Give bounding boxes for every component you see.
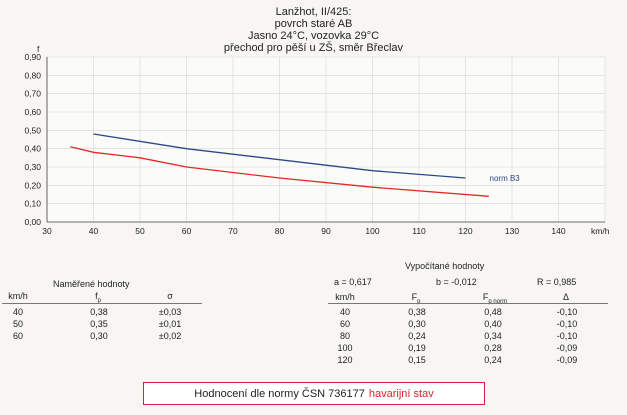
measured-divider: [2, 303, 202, 304]
y-tick-label: 0,70: [24, 89, 41, 99]
computed-row-fp: 0,30: [408, 319, 426, 329]
computed-row-speed: 120: [337, 355, 353, 365]
title-weather: Jasno 24°C, vozovka 29°C: [247, 30, 380, 42]
computed-row-delta: -0,09: [556, 355, 578, 365]
title-surface: povrch staré AB: [274, 18, 353, 30]
title-location: Lanžhot, II/425:: [275, 6, 352, 18]
y-tick-label: 0,80: [24, 70, 41, 80]
computed-row-fpnorm: 0,24: [484, 355, 502, 365]
measured-row-fp: 0,30: [90, 331, 108, 341]
computed-row-fp: 0,38: [408, 307, 426, 317]
computed-row-fp: 0,19: [408, 343, 426, 353]
series-line-2: [70, 146, 489, 197]
x-tick-label: 130: [505, 226, 519, 236]
measured-row-sigma: ±0,02: [158, 331, 182, 341]
measured-row-fp: 0,38: [90, 307, 108, 317]
x-tick-label: 80: [275, 226, 285, 236]
computed-title: Vypočítané hodnoty: [405, 261, 485, 271]
measured-row-fp: 0,35: [90, 319, 108, 329]
computed-row-fpnorm: 0,40: [484, 319, 502, 329]
computed-header-delta: Δ: [562, 292, 569, 302]
computed-header-fp: Fp: [411, 292, 421, 305]
y-tick-label: 0,50: [24, 125, 41, 135]
measured-row-speed: 60: [12, 331, 23, 341]
measured-row-speed: 40: [12, 307, 23, 317]
x-tick-label: 30: [42, 226, 52, 236]
measured-title: Naměřené hodnoty: [53, 279, 130, 289]
x-tick-label: 50: [135, 226, 145, 236]
y-tick-label: 0,10: [24, 199, 41, 209]
computed-row-speed: 40: [339, 307, 350, 317]
measured-row-speed: 50: [12, 319, 23, 329]
computed-row-delta: -0,09: [556, 343, 578, 353]
x-tick-label: 110: [412, 226, 426, 236]
series-line-1: [93, 133, 466, 179]
computed-row-delta: -0,10: [556, 319, 578, 329]
computed-row-fpnorm: 0,48: [484, 307, 502, 317]
x-axis-label: km/h: [591, 226, 610, 236]
rating-box: Hodnocení dle normy ČSN 736177 havarijní…: [143, 382, 485, 405]
computed-row-fpnorm: 0,28: [484, 343, 502, 353]
computed-row-delta: -0,10: [556, 331, 578, 341]
title-place: přechod pro pěší u ZŠ, směr Břeclav: [223, 42, 404, 54]
computed-row-delta: -0,10: [556, 307, 578, 317]
param-r: R = 0,985: [537, 277, 577, 287]
computed-header-speed: km/h: [335, 292, 355, 302]
measured-header-speed: km/h: [8, 291, 28, 301]
computed-row-speed: 100: [337, 343, 353, 353]
measured-row-sigma: ±0,01: [158, 319, 182, 329]
x-tick-label: 70: [228, 226, 238, 236]
y-tick-label: 0,40: [24, 144, 41, 154]
x-tick-label: 90: [321, 226, 331, 236]
param-a: a = 0,617: [334, 277, 372, 287]
computed-row-fp: 0,24: [408, 331, 426, 341]
series-label: norm B3: [490, 174, 521, 183]
y-tick-label: 0,30: [24, 162, 41, 172]
computed-row-speed: 80: [339, 331, 350, 341]
y-tick-label: 0,00: [24, 217, 41, 227]
x-tick-label: 60: [182, 226, 192, 236]
y-tick-label: 0,20: [24, 180, 41, 190]
friction-chart: 0,00 0,10 0,20 0,30 0,40 0,50 0,60 0,70 0,80 0,90…: [24, 44, 610, 236]
x-tick-label: 40: [89, 226, 99, 236]
computed-row-speed: 60: [339, 319, 350, 329]
measured-header-fp: fp: [95, 291, 101, 304]
x-tick-label: 100: [365, 226, 379, 236]
y-tick-label: 0,60: [24, 107, 41, 117]
computed-row-fpnorm: 0,34: [484, 331, 502, 341]
computed-divider: [328, 303, 608, 304]
x-tick-label: 120: [458, 226, 472, 236]
y-tick-label: 0,90: [24, 52, 41, 62]
measured-row-sigma: ±0,03: [158, 307, 182, 317]
rating-label: Hodnocení dle normy ČSN 736177: [194, 387, 365, 400]
y-axis-label: f: [37, 44, 40, 54]
rating-value: havarijní stav: [368, 387, 434, 400]
computed-row-fp: 0,15: [408, 355, 426, 365]
measured-header-sigma: σ: [167, 291, 173, 301]
computed-header-fpnorm: Fp norm: [482, 292, 508, 305]
param-b: b = -0,012: [436, 277, 477, 287]
x-tick-label: 140: [551, 226, 565, 236]
